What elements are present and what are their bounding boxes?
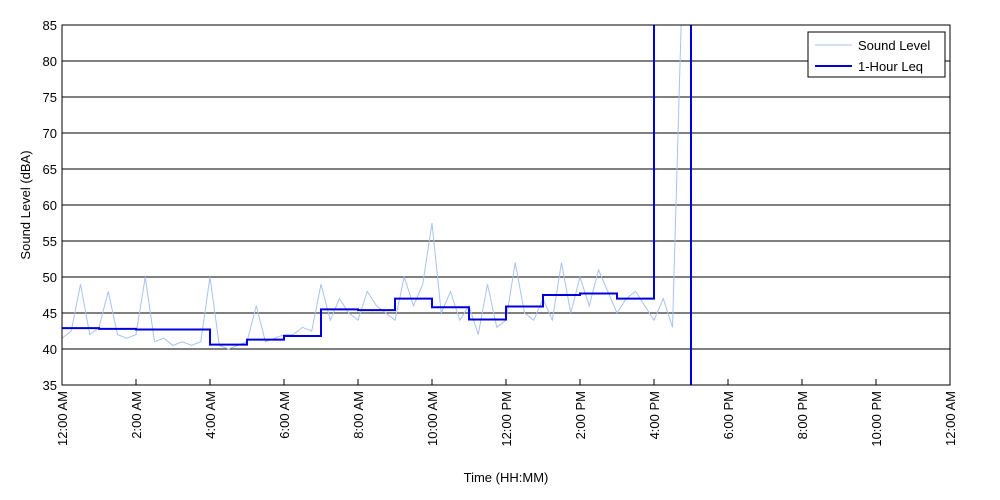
series-line: [62, 25, 692, 385]
y-tick-label: 80: [43, 54, 57, 69]
lines: [62, 25, 692, 385]
y-axis-label: Sound Level (dBA): [18, 150, 33, 259]
y-tick-label: 50: [43, 270, 57, 285]
y-tick-label: 60: [43, 198, 57, 213]
legend-label: 1-Hour Leq: [858, 59, 923, 74]
x-tick-label: 10:00 AM: [425, 391, 440, 446]
x-tick-label: 12:00 AM: [55, 391, 70, 446]
x-tick-label: 8:00 AM: [351, 391, 366, 439]
y-tick-label: 35: [43, 378, 57, 393]
x-tick-label: 4:00 PM: [647, 391, 662, 439]
y-tick-label: 65: [43, 162, 57, 177]
ticks: 35 40 45 50 55 60 65 70 75 80 85 12:00 AM 2:00 AM 4:0…: [43, 18, 958, 447]
x-tick-label: 12:00 AM: [943, 391, 958, 446]
x-tick-label: 4:00 AM: [203, 391, 218, 439]
y-tick-label: 70: [43, 126, 57, 141]
x-axis-label: Time (HH:MM): [464, 470, 549, 485]
x-tick-label: 2:00 PM: [573, 391, 588, 439]
legend-label: Sound Level: [858, 38, 930, 53]
y-tick-label: 75: [43, 90, 57, 105]
series-line: [62, 25, 682, 350]
x-tick-label: 6:00 AM: [277, 391, 292, 439]
x-tick-label: 10:00 PM: [869, 391, 884, 447]
x-tick-label: 2:00 AM: [129, 391, 144, 439]
y-tick-label: 45: [43, 306, 57, 321]
y-tick-label: 40: [43, 342, 57, 357]
x-tick-label: 8:00 PM: [795, 391, 810, 439]
x-tick-label: 12:00 PM: [499, 391, 514, 447]
y-tick-label: 55: [43, 234, 57, 249]
y-tick-label: 85: [43, 18, 57, 33]
legend: Sound Level 1-Hour Leq: [807, 31, 946, 78]
legend-box: [807, 31, 946, 78]
x-tick-label: 6:00 PM: [721, 391, 736, 439]
